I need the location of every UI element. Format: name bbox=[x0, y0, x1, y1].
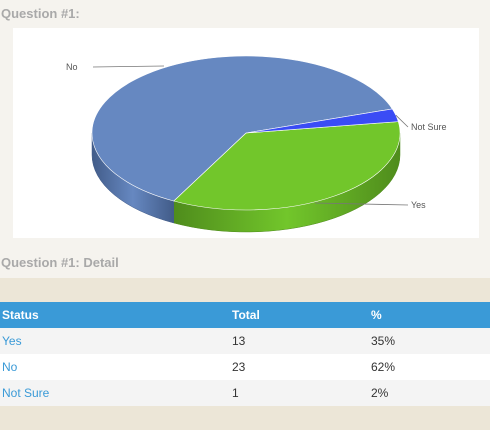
leader-line-no bbox=[92, 65, 165, 68]
chart-panel: Yes No Not Sure bbox=[13, 28, 479, 238]
detail-table: Status Total % Yes 13 35% No 23 62% Not … bbox=[0, 302, 490, 406]
column-header-total: Total bbox=[230, 302, 369, 328]
leader-line-yes bbox=[314, 202, 409, 206]
pie-label-yes: Yes bbox=[411, 200, 426, 210]
pie-slice-no[interactable] bbox=[91, 55, 393, 202]
detail-title: Question #1: Detail bbox=[1, 255, 119, 270]
pie-slice-yes[interactable] bbox=[173, 121, 401, 211]
status-link-no[interactable]: No bbox=[0, 354, 230, 380]
table-row: Not Sure 1 2% bbox=[0, 380, 490, 406]
table-header-row: Status Total % bbox=[0, 302, 490, 328]
percent-cell: 2% bbox=[369, 380, 490, 406]
column-header-percent: % bbox=[369, 302, 490, 328]
total-cell: 1 bbox=[230, 380, 369, 406]
question-title: Question #1: bbox=[1, 6, 80, 21]
column-header-status: Status bbox=[0, 302, 230, 328]
pie-slice-not-sure[interactable] bbox=[245, 108, 399, 134]
status-link-yes[interactable]: Yes bbox=[0, 328, 230, 354]
detail-table-area: Status Total % Yes 13 35% No 23 62% Not … bbox=[0, 278, 490, 430]
status-link-not-sure[interactable]: Not Sure bbox=[0, 380, 230, 406]
pie-label-no: No bbox=[66, 62, 78, 72]
pie-label-not-sure: Not Sure bbox=[411, 122, 447, 132]
total-cell: 23 bbox=[230, 354, 369, 380]
table-row: Yes 13 35% bbox=[0, 328, 490, 354]
leader-line-not-sure bbox=[395, 114, 409, 128]
pie-chart: Yes No Not Sure bbox=[66, 55, 447, 233]
percent-cell: 35% bbox=[369, 328, 490, 354]
table-row: No 23 62% bbox=[0, 354, 490, 380]
percent-cell: 62% bbox=[369, 354, 490, 380]
total-cell: 13 bbox=[230, 328, 369, 354]
